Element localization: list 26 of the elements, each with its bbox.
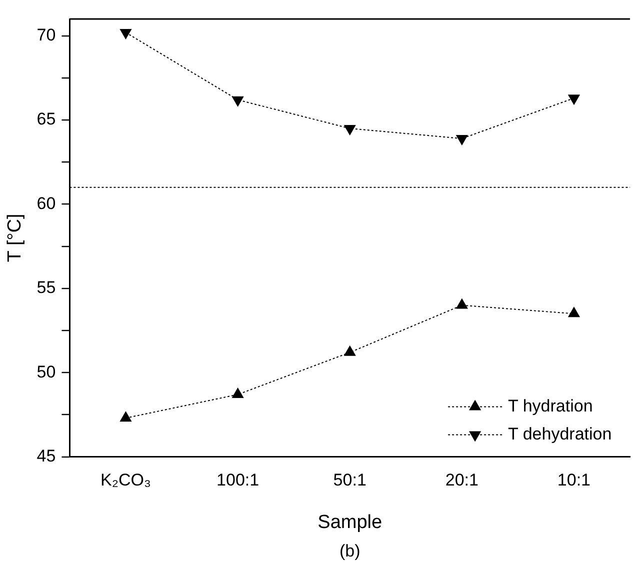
point [120,28,132,40]
x-tick-label: 20:1 [445,470,478,490]
point [344,124,356,136]
point [344,345,356,356]
point [568,306,580,318]
y-tick-label: 50 [36,362,56,382]
x-axis-title: Sample [318,512,382,533]
text: (b) [339,542,360,561]
legend-label: T hydration [508,396,593,416]
y-tick-label: 70 [36,26,56,45]
point [456,135,468,146]
point [232,96,244,107]
point [120,411,132,422]
legend-label: T dehydration [508,424,612,444]
x-tick-label: 50:1 [333,470,366,490]
x-tick-label: 100:1 [216,470,260,490]
y-tick-label: 60 [36,194,56,213]
point [232,388,244,398]
point [456,298,468,309]
point [568,94,580,106]
y-tick-label: 45 [36,446,56,466]
y-tick-label: 55 [36,278,56,298]
x-tick-label: K₂CO₃ [100,470,151,490]
y-tick-label: 65 [36,110,56,129]
x-tick-label: 10:1 [557,470,591,490]
y-axis-title: T [°C] [4,214,26,262]
